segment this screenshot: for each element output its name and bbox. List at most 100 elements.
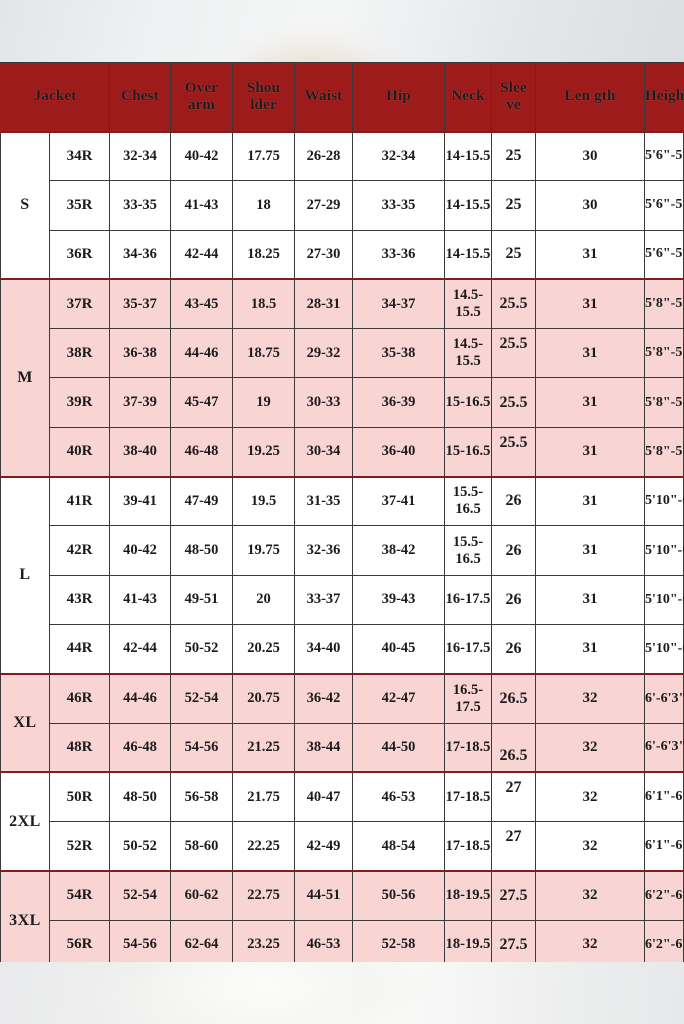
size-label-xl: XL xyxy=(0,672,50,773)
cell-waist: 29-32 xyxy=(294,328,354,379)
cell-chest: 35-37 xyxy=(109,278,172,330)
table-header: Jacket Chest Over arm Shou lder Waist Hi… xyxy=(0,62,684,132)
cell-jacket: 46R xyxy=(48,672,111,724)
cell-shoulder: 18 xyxy=(232,180,296,231)
cell-shoulder: 20.75 xyxy=(232,672,296,724)
cell-hip: 36-39 xyxy=(352,377,446,428)
cell-shoulder: 20.25 xyxy=(232,623,296,675)
cell-sleeve: 25.5 xyxy=(491,377,537,428)
table-row: 52R 50-52 58-60 22.25 42-49 48-54 17-18.5 27 32 6… xyxy=(1,821,684,872)
cell-length: 32 xyxy=(535,821,646,872)
cell-overarm: 44-46 xyxy=(170,328,234,379)
cell-chest: 38-40 xyxy=(109,426,172,478)
cell-height: 5'10"-6'1" xyxy=(644,574,684,625)
cell-chest: 48-50 xyxy=(109,771,172,823)
cell-height: 6'1"-6'5" xyxy=(644,821,684,872)
table-row: 44R 42-44 50-52 20.25 34-40 40-45 16-17.5 26 31 5… xyxy=(1,623,684,675)
table-row: 43R 41-43 49-51 20 33-37 39-43 16-17.5 26 31 5'10… xyxy=(1,574,684,625)
cell-overarm: 60-62 xyxy=(170,869,234,921)
cell-jacket: 54R xyxy=(48,869,111,921)
cell-neck: 16-17.5 xyxy=(444,574,493,625)
cell-sleeve: 25 xyxy=(491,180,537,231)
cell-chest: 36-38 xyxy=(109,328,172,379)
cell-shoulder: 21.25 xyxy=(232,722,296,773)
sleeve-value: 25.5 xyxy=(499,433,528,451)
cell-jacket: 50R xyxy=(48,771,111,823)
cell-neck: 17-18.5 xyxy=(444,722,493,773)
cell-jacket: 48R xyxy=(48,722,111,773)
cell-chest: 50-52 xyxy=(109,821,172,872)
cell-jacket: 39R xyxy=(48,377,111,428)
cell-height: 5'8"-5'11" xyxy=(644,426,684,478)
cell-jacket: 42R xyxy=(48,525,111,576)
cell-sleeve: 25 xyxy=(491,229,537,280)
sleeve-value: 25 xyxy=(505,147,522,165)
sleeve-value: 25.5 xyxy=(499,335,528,353)
sleeve-value: 25.5 xyxy=(499,393,528,411)
cell-overarm: 58-60 xyxy=(170,821,234,872)
cell-chest: 46-48 xyxy=(109,722,172,773)
header-row: Jacket Chest Over arm Shou lder Waist Hi… xyxy=(0,62,684,132)
table-row: 38R 36-38 44-46 18.75 29-32 35-38 14.5-15.5 25.… xyxy=(1,328,684,379)
table-row: 2XL 50R 48-50 56-58 21.75 40-47 46-53 17-18.5 27… xyxy=(0,771,684,872)
cell-waist: 44-51 xyxy=(294,869,354,921)
size-chart-table: Jacket Chest Over arm Shou lder Waist Hi… xyxy=(0,62,684,971)
cell-length: 31 xyxy=(535,623,646,675)
cell-chest: 34-36 xyxy=(109,229,172,280)
cell-hip: 42-47 xyxy=(352,672,446,724)
cell-length: 31 xyxy=(535,475,646,527)
cell-length: 30 xyxy=(535,180,646,231)
cell-neck: 14.5-15.5 xyxy=(444,278,493,330)
sleeve-value: 25 xyxy=(505,196,522,214)
cell-waist: 30-34 xyxy=(294,426,354,478)
cell-hip: 48-54 xyxy=(352,821,446,872)
cell-neck: 18-19.5 xyxy=(444,919,493,971)
table-row: XL 46R 44-46 52-54 20.75 36-42 42-47 16.5-17.5 2… xyxy=(0,672,684,773)
cell-neck: 15-16.5 xyxy=(444,377,493,428)
cell-shoulder: 22.75 xyxy=(232,869,296,921)
cell-neck: 17-18.5 xyxy=(444,821,493,872)
cell-shoulder: 18.75 xyxy=(232,328,296,379)
background-photo-top-blur xyxy=(0,0,684,64)
cell-jacket: 34R xyxy=(48,130,111,182)
cell-overarm: 45-47 xyxy=(170,377,234,428)
sleeve-value: 26 xyxy=(505,639,522,657)
cell-length: 31 xyxy=(535,377,646,428)
cell-hip: 34-37 xyxy=(352,278,446,330)
column-header-sleeve: Slee ve xyxy=(491,62,537,132)
cell-overarm: 52-54 xyxy=(170,672,234,724)
cell-jacket: 37R xyxy=(48,278,111,330)
cell-neck: 15.5-16.5 xyxy=(444,525,493,576)
cell-waist: 27-30 xyxy=(294,229,354,280)
cell-sleeve: 26.5 xyxy=(491,672,537,724)
cell-length: 31 xyxy=(535,574,646,625)
cell-sleeve: 26 xyxy=(491,623,537,675)
cell-length: 32 xyxy=(535,722,646,773)
cell-neck: 14-15.5 xyxy=(444,180,493,231)
table-row: 42R 40-42 48-50 19.75 32-36 38-42 15.5-16.5 26 3… xyxy=(1,525,684,576)
cell-height: 6'2"-6'7" xyxy=(644,919,684,971)
cell-height: 5'6"-5'9" xyxy=(644,130,684,182)
cell-hip: 50-56 xyxy=(352,869,446,921)
cell-height: 5'8"-5'11" xyxy=(644,278,684,330)
cell-overarm: 41-43 xyxy=(170,180,234,231)
column-header-waist: Waist xyxy=(294,62,354,132)
cell-sleeve: 26 xyxy=(491,475,537,527)
cell-sleeve: 26 xyxy=(491,574,537,625)
cell-length: 31 xyxy=(535,426,646,478)
cell-jacket: 38R xyxy=(48,328,111,379)
cell-sleeve: 25.5 xyxy=(491,278,537,330)
cell-waist: 32-36 xyxy=(294,525,354,576)
cell-overarm: 56-58 xyxy=(170,771,234,823)
cell-sleeve: 27.5 xyxy=(491,869,537,921)
cell-jacket: 35R xyxy=(48,180,111,231)
cell-length: 31 xyxy=(535,525,646,576)
cell-hip: 32-34 xyxy=(352,130,446,182)
size-label-2xl: 2XL xyxy=(0,771,50,872)
cell-hip: 52-58 xyxy=(352,919,446,971)
cell-overarm: 54-56 xyxy=(170,722,234,773)
cell-sleeve: 26.5 xyxy=(491,722,537,773)
table-row: 3XL 54R 52-54 60-62 22.75 44-51 50-56 18-19.5 27… xyxy=(0,869,684,971)
cell-waist: 36-42 xyxy=(294,672,354,724)
